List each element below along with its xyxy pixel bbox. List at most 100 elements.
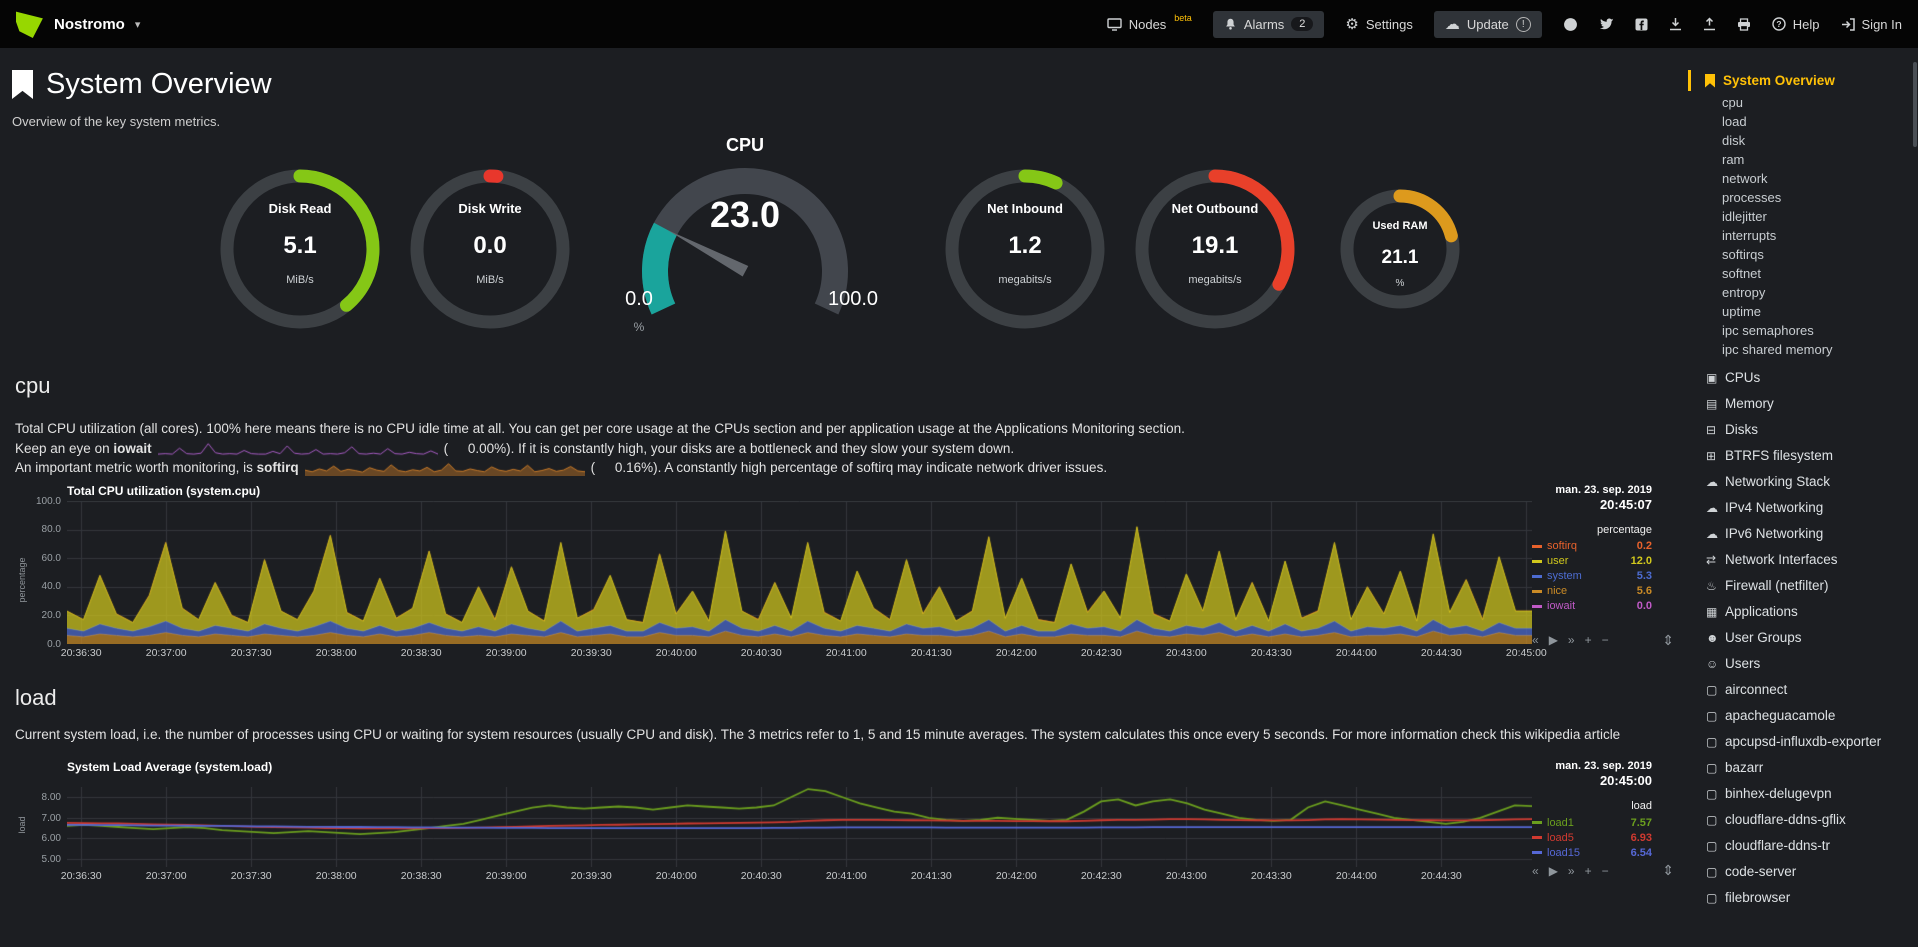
y-axis-tick: 7.00 [41,812,61,824]
chart-resize-handle[interactable]: ⇕ [1662,862,1674,878]
print-button[interactable] [1737,17,1751,31]
help-button[interactable]: ? Help [1772,17,1820,32]
chart-pan-right-button[interactable]: » [1567,633,1575,647]
legend-swatch [1532,559,1542,563]
gauges-row: Disk Read 5.1 MiB/s Disk Write 0.0 MiB/s CPU 23… [12,129,1688,369]
update-button[interactable]: ☁ Update ! [1433,10,1542,38]
legend-row-load15[interactable]: load15 6.54 [1532,845,1652,860]
chart-zoom-out-button[interactable]: − [1601,863,1609,878]
disk-icon: ⊟ [1706,423,1717,437]
sidebar-item-ipv4-networking[interactable]: ☁ IPv4 Networking [1688,495,1918,521]
update-alert-badge: ! [1515,16,1531,32]
sidebar-item-entropy[interactable]: entropy [1722,285,1766,300]
chart-pan-left-button[interactable]: « [1532,863,1539,878]
gauge-disk-read[interactable]: Disk Read 5.1 MiB/s [215,164,385,334]
container-icon: ▢ [1706,761,1718,775]
sidebar-item-airconnect[interactable]: ▢ airconnect [1688,677,1918,703]
sidebar-item-users[interactable]: ☺ Users [1688,651,1918,677]
sidebar-item-interrupts[interactable]: interrupts [1722,228,1777,243]
sidebar-item-uptime[interactable]: uptime [1722,304,1762,319]
gauge-net-inbound[interactable]: Net Inbound 1.2 megabits/s [940,164,1110,334]
sidebar-item-ipc-semaphores[interactable]: ipc semaphores [1722,323,1814,338]
chart-zoom-in-button[interactable]: + [1584,863,1592,878]
sidebar-item-firewall-netfilter-[interactable]: ♨ Firewall (netfilter) [1688,573,1918,599]
sidebar-item-system-overview[interactable]: System Overview [1688,70,1918,91]
sidebar-item-disks[interactable]: ⊟ Disks [1688,417,1918,443]
alarms-button[interactable]: Alarms 2 [1212,10,1325,38]
legend-row-user[interactable]: user 12.0 [1532,554,1652,569]
chart-zoom-in-button[interactable]: + [1584,633,1592,647]
users-icon: ☺ [1706,657,1719,671]
legend-row-load1[interactable]: load1 7.57 [1532,815,1652,830]
chart-play-button[interactable]: ▶ [1548,633,1558,647]
sidebar-item-idlejitter[interactable]: idlejitter [1722,209,1767,224]
node-menu[interactable]: Nostromo ▾ [16,10,140,38]
sidebar-item-ram[interactable]: ram [1722,152,1745,167]
sidebar-item-user-groups[interactable]: ☻ User Groups [1688,625,1918,651]
sidebar-item-applications[interactable]: ▦ Applications [1688,599,1918,625]
sidebar-item-cloudflare-ddns-tr[interactable]: ▢ cloudflare-ddns-tr [1688,833,1918,859]
settings-button[interactable]: ⚙ Settings [1345,17,1412,32]
signin-button[interactable]: Sign In [1841,17,1902,32]
sidebar-item-network[interactable]: network [1722,171,1768,186]
softirq-sparkline[interactable] [304,460,585,476]
legend-row-load5[interactable]: load5 6.93 [1532,830,1652,845]
sidebar-item-memory[interactable]: ▤ Memory [1688,391,1918,417]
legend-row-nice[interactable]: nice 5.6 [1532,584,1652,599]
sidebar-item-apcupsd-influxdb-exporter[interactable]: ▢ apcupsd-influxdb-exporter [1688,729,1918,755]
sidebar-item-networking-stack[interactable]: ☁ Networking Stack [1688,469,1918,495]
sidebar-item-disk[interactable]: disk [1722,133,1746,148]
nodes-button[interactable]: Nodes beta [1107,13,1192,32]
chart-play-button[interactable]: ▶ [1548,863,1558,878]
gauge-disk-write[interactable]: Disk Write 0.0 MiB/s [405,164,575,334]
iowait-sparkline[interactable] [157,441,438,457]
import-button[interactable] [1703,17,1716,31]
sidebar-item-processes[interactable]: processes [1722,190,1782,205]
facebook-button[interactable] [1635,18,1648,31]
gauge-min-label: 0.0 [625,288,653,310]
sidebar-item-ipv6-networking[interactable]: ☁ IPv6 Networking [1688,521,1918,547]
sidebar-item-filebrowser[interactable]: ▢ filebrowser [1688,885,1918,911]
x-axis-tick: 20:43:30 [1250,646,1292,659]
sidebar-item-ipc-shared-memory[interactable]: ipc shared memory [1722,342,1833,357]
cpu-chart-canvas[interactable] [67,500,1532,644]
y-axis-tick: 20.0 [41,609,61,621]
chart-resize-handle[interactable]: ⇕ [1662,631,1674,648]
cloud-icon: ☁ [1706,527,1718,541]
sidebar-item-code-server[interactable]: ▢ code-server [1688,859,1918,885]
gauge-used-ram[interactable]: Used RAM 21.1% [1335,184,1465,314]
container-icon: ▢ [1706,709,1718,723]
legend-row-iowait[interactable]: iowait 0.0 [1532,599,1652,614]
legend-swatch [1532,821,1542,824]
sidebar-item-cpus[interactable]: ▣ CPUs [1688,365,1918,391]
sidebar-item-softnet[interactable]: softnet [1722,266,1762,281]
sidebar-item-cpu[interactable]: cpu [1722,95,1743,110]
load-chart-canvas[interactable] [67,787,1532,867]
cpu-chart-yticks: 100.0 80.0 60.0 40.0 20.0 0.0 [17,496,61,660]
export-button[interactable] [1669,17,1682,31]
chart-zoom-out-button[interactable]: − [1601,633,1609,647]
legend-name: system [1547,570,1582,582]
chart-pan-right-button[interactable]: » [1567,863,1575,878]
help-label: Help [1792,16,1820,32]
gauge-cpu[interactable]: CPU 23.0 0.0 100.0% [595,135,895,364]
twitter-button[interactable] [1599,18,1614,31]
cpu-chart-toolbar: « ▶ » + − ⇕ [1532,632,1674,649]
legend-row-system[interactable]: system 5.3 [1532,569,1652,584]
page-title: System Overview [12,68,1688,101]
sidebar-item-binhex-delugevpn[interactable]: ▢ binhex-delugevpn [1688,781,1918,807]
github-button[interactable] [1563,17,1578,32]
gauge-net-outbound[interactable]: Net Outbound 19.1 megabits/s [1130,164,1300,334]
legend-row-softirq[interactable]: softirq 0.2 [1532,539,1652,554]
sidebar-item-cloudflare-ddns-gflix[interactable]: ▢ cloudflare-ddns-gflix [1688,807,1918,833]
chart-pan-left-button[interactable]: « [1532,633,1539,647]
sidebar-item-load[interactable]: load [1722,114,1747,129]
scrollbar-thumb[interactable] [1913,62,1917,147]
sidebar-item-btrfs-filesystem[interactable]: ⊞ BTRFS filesystem [1688,443,1918,469]
sidebar-item-softirqs[interactable]: softirqs [1722,247,1764,262]
scrollbar[interactable] [1913,48,1918,947]
sidebar-item-network-interfaces[interactable]: ⇄ Network Interfaces [1688,547,1918,573]
sidebar-item-bazarr[interactable]: ▢ bazarr [1688,755,1918,781]
legend-value: 6.54 [1630,846,1652,859]
sidebar-item-apacheguacamole[interactable]: ▢ apacheguacamole [1688,703,1918,729]
